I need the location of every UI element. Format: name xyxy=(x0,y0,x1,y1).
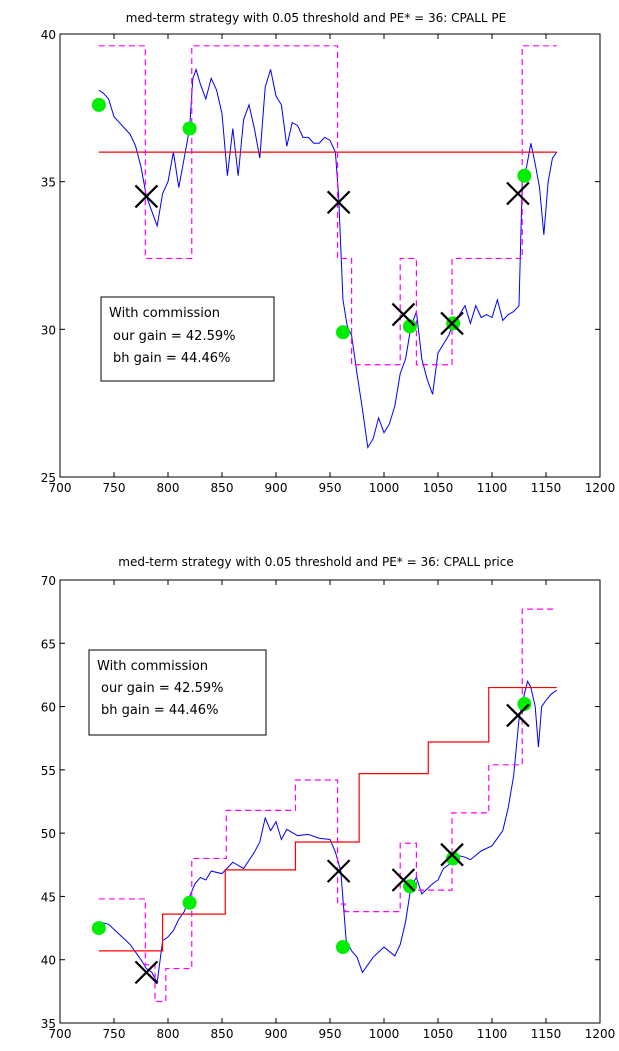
price-buy-marker xyxy=(517,697,532,712)
price-chart-axes-box xyxy=(59,579,601,1024)
pe-x-tick-label: 1200 xyxy=(585,481,616,495)
price-x-tick-label: 800 xyxy=(157,1027,180,1041)
pe-x-tick-label: 850 xyxy=(211,481,234,495)
pe-x-tick-label: 900 xyxy=(265,481,288,495)
price-annotation-line-1: With commission xyxy=(97,659,208,674)
price-chart: med-term strategy with 0.05 threshold an… xyxy=(41,555,616,1041)
price-x-tick-label: 1050 xyxy=(423,1027,454,1041)
pe-x-tick-label: 950 xyxy=(319,481,342,495)
price-annotation-frame xyxy=(88,649,267,736)
pe-sell-marker xyxy=(326,190,351,215)
pe-chart-title: med-term strategy with 0.05 threshold an… xyxy=(126,11,506,25)
pe-sell-marker xyxy=(440,311,464,336)
price-y-tick-label: 60 xyxy=(41,701,56,715)
pe-band-line xyxy=(98,45,557,366)
pe-series-line xyxy=(98,67,558,449)
pe-annotation-line-2: our gain = 42.59% xyxy=(113,329,235,344)
price-x-tick-label: 1100 xyxy=(477,1027,508,1041)
price-x-tick-label: 900 xyxy=(265,1027,288,1041)
price-y-tick-label: 50 xyxy=(41,827,56,841)
price-y-tick-label: 55 xyxy=(41,764,56,778)
price-y-tick-label: 40 xyxy=(41,954,56,968)
price-sell-marker xyxy=(440,842,464,867)
price-reference-line xyxy=(98,686,557,952)
price-buy-marker xyxy=(182,895,197,910)
price-band-line xyxy=(98,608,557,1003)
price-sell-marker xyxy=(134,960,159,985)
pe-x-tick-label: 800 xyxy=(157,481,180,495)
price-x-tick-label: 950 xyxy=(319,1027,342,1041)
price-chart-title: med-term strategy with 0.05 threshold an… xyxy=(118,555,513,569)
pe-buy-marker xyxy=(335,325,350,340)
pe-x-tick-label: 1100 xyxy=(477,481,508,495)
pe-x-tick-label: 700 xyxy=(49,481,72,495)
pe-buy-marker xyxy=(182,121,197,136)
price-buy-marker xyxy=(91,921,106,936)
pe-x-tick-label: 1000 xyxy=(369,481,400,495)
price-buy-marker xyxy=(446,851,461,866)
pe-sell-marker xyxy=(134,184,159,209)
pe-y-tick-label: 35 xyxy=(41,176,56,190)
pe-y-tick-label: 40 xyxy=(41,28,56,42)
pe-y-tick-label: 25 xyxy=(41,471,56,485)
price-buy-marker xyxy=(335,940,350,955)
pe-chart-axes-box xyxy=(59,33,601,478)
pe-sell-marker xyxy=(506,181,530,206)
pe-chart-annotation-box: With commission our gain = 42.59% bh gai… xyxy=(100,296,275,382)
pe-annotation-line-1: With commission xyxy=(109,306,220,321)
price-x-tick-label: 700 xyxy=(49,1027,72,1041)
pe-chart: med-term strategy with 0.05 threshold an… xyxy=(41,11,616,495)
pe-buy-marker xyxy=(517,168,532,183)
pe-sell-marker xyxy=(391,302,416,327)
pe-x-tick-label: 750 xyxy=(103,481,126,495)
price-y-tick-label: 35 xyxy=(41,1017,56,1031)
price-y-tick-label: 45 xyxy=(41,890,56,904)
price-annotation-line-2: our gain = 42.59% xyxy=(101,681,223,696)
price-x-tick-label: 1000 xyxy=(369,1027,400,1041)
price-x-tick-label: 850 xyxy=(211,1027,234,1041)
price-sell-marker xyxy=(391,868,416,892)
price-chart-annotation-box: With commission our gain = 42.59% bh gai… xyxy=(88,649,267,736)
pe-x-tick-label: 1150 xyxy=(531,481,562,495)
price-annotation-line-3: bh gain = 44.46% xyxy=(101,703,218,718)
price-y-tick-label: 70 xyxy=(41,574,56,588)
pe-y-tick-label: 30 xyxy=(41,323,56,337)
pe-annotation-line-3: bh gain = 44.46% xyxy=(113,351,230,366)
pe-annotation-frame xyxy=(100,296,275,382)
pe-buy-marker xyxy=(402,319,417,334)
price-x-tick-label: 1200 xyxy=(585,1027,616,1041)
pe-x-tick-label: 1050 xyxy=(423,481,454,495)
price-sell-marker xyxy=(326,859,351,883)
price-x-tick-label: 1150 xyxy=(531,1027,562,1041)
price-sell-marker xyxy=(506,703,530,728)
price-x-tick-label: 750 xyxy=(103,1027,126,1041)
price-y-tick-label: 65 xyxy=(41,637,56,651)
pe-buy-marker xyxy=(91,97,106,112)
